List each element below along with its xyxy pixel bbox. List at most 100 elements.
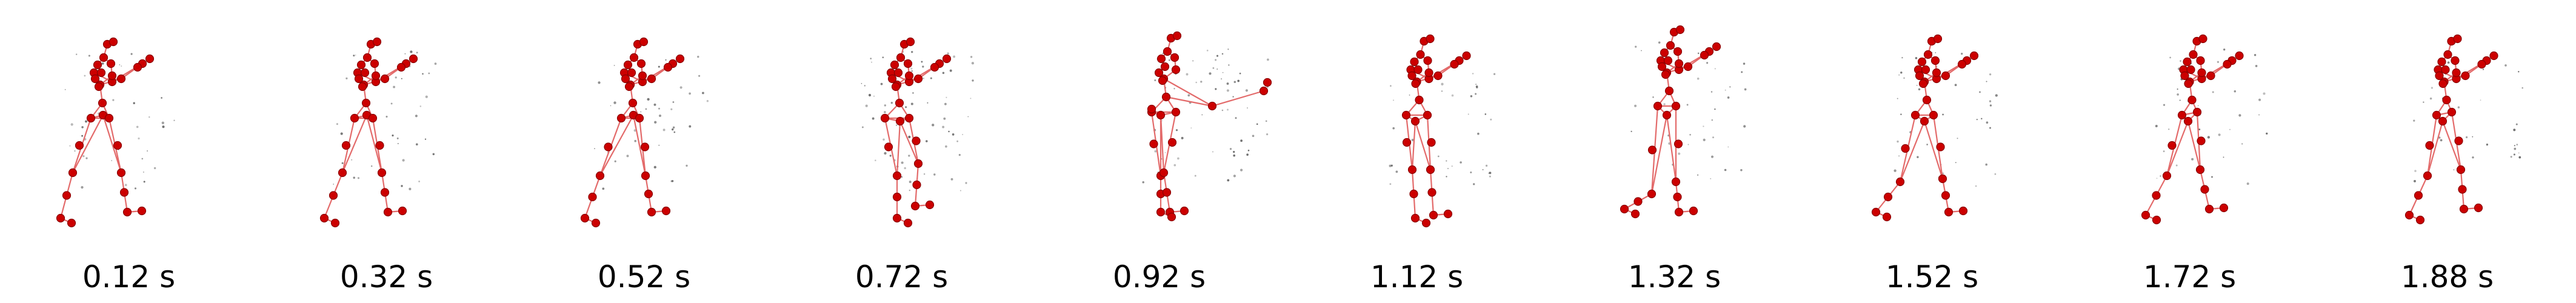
noise-dot (909, 181, 912, 184)
noise-dot (2447, 61, 2450, 64)
noise-dot (401, 185, 403, 187)
noise-dot (1240, 139, 1243, 142)
skeleton-joint (639, 37, 649, 47)
noise-dot (112, 99, 115, 101)
skeleton-joint (588, 192, 597, 202)
noise-dot (1227, 179, 1230, 182)
skeleton-joint (904, 113, 914, 123)
noise-dot (424, 138, 427, 140)
skeleton-joint (2192, 107, 2202, 117)
noise-dots (333, 50, 437, 190)
skeleton-joint (1413, 65, 1423, 75)
noise-dot (119, 64, 121, 65)
skeleton-joint (2204, 204, 2214, 214)
noise-dot (2423, 101, 2424, 103)
noise-dot (1235, 117, 1237, 119)
noise-dot (1246, 153, 1249, 156)
noise-dot (1247, 149, 1250, 152)
noise-dot (1190, 127, 1192, 129)
noise-dot (872, 117, 875, 120)
noise-dot (932, 124, 935, 127)
frame-time-label: 1.52 s (1885, 259, 1979, 295)
skeleton-joint (1653, 101, 1663, 111)
noise-dot (1247, 107, 1248, 108)
skeleton-joint (371, 71, 381, 81)
noise-dot (1903, 77, 1905, 79)
noise-dot (972, 79, 974, 82)
pose-frame: 1.12 s (1288, 0, 1546, 303)
noise-dot (911, 70, 913, 72)
noise-dot (1451, 165, 1453, 167)
noise-dot (1957, 138, 1958, 139)
skeleton-joint (1923, 50, 1933, 59)
skeleton-joint (896, 53, 906, 62)
noise-dot (640, 111, 642, 113)
skeleton-joint (68, 168, 78, 178)
skeleton-joint (1427, 188, 1436, 197)
noise-dot (1226, 89, 1229, 92)
noise-dot (1221, 53, 1224, 55)
noise-dot (1245, 89, 1248, 92)
skeleton-joint (75, 141, 84, 150)
skeleton-joint (1910, 110, 1920, 120)
noise-dot (1395, 170, 1398, 173)
skeleton-joint (1409, 189, 1418, 199)
noise-dot (2218, 133, 2221, 136)
noise-dot (2179, 99, 2181, 101)
noise-dot (1192, 60, 1194, 62)
noise-dot (1710, 178, 1712, 179)
frame-time-label: 1.12 s (1370, 259, 1464, 295)
skeleton-joint (2415, 215, 2425, 225)
noise-dot (1641, 50, 1642, 52)
skeleton-joint (1918, 79, 1928, 88)
skeleton-joint (638, 71, 647, 81)
noise-dot (1393, 99, 1394, 101)
noise-dot (88, 55, 90, 57)
skeleton-joint (2152, 191, 2161, 200)
noise-dot (395, 76, 397, 79)
noise-dot (397, 142, 399, 144)
noise-dot (1451, 94, 1454, 97)
skeleton-bone (1163, 78, 1213, 107)
noise-dot (1489, 171, 1492, 175)
skeleton-joint (2200, 185, 2209, 194)
noise-dot (82, 155, 85, 158)
noise-dot (883, 138, 885, 141)
skeleton-joint (383, 207, 393, 217)
skeleton-joint (1633, 197, 1643, 206)
skeleton-joint (1162, 188, 1172, 197)
noise-dot (392, 135, 394, 137)
noise-dot (1703, 138, 1706, 142)
noise-dot (598, 81, 601, 84)
noise-dot (884, 111, 886, 113)
noise-dot (1240, 168, 1243, 171)
noise-dot (1729, 86, 1731, 88)
noise-dot (654, 121, 657, 124)
noise-dot (634, 139, 637, 142)
skeleton-joint (1426, 165, 1435, 175)
skeleton-joint (616, 113, 626, 123)
noise-dot (2429, 97, 2432, 100)
noise-dot (1446, 160, 1447, 162)
skeleton-joint (2442, 95, 2451, 105)
skeleton-joint (1171, 107, 1181, 117)
noise-dot (943, 117, 946, 120)
noise-dot (111, 160, 113, 161)
noise-dot (1215, 59, 1217, 61)
skeleton-figure (1389, 34, 1496, 228)
skeleton-joint (595, 171, 605, 181)
skeleton-joint (1410, 57, 1419, 67)
noise-dot (402, 159, 405, 162)
skeleton-joint (2167, 141, 2177, 150)
noise-dot (2482, 68, 2484, 70)
skeleton-joint (1647, 189, 1657, 199)
noise-dot (1714, 108, 1716, 110)
skeleton-joint (1156, 54, 1166, 64)
noise-dot (1635, 45, 1637, 48)
skeleton-joint (107, 71, 117, 81)
noise-dot (1488, 173, 1489, 174)
skeleton-joint (895, 116, 905, 126)
noise-dot (909, 189, 911, 191)
noise-dot (2238, 114, 2241, 117)
frame-time-label: 0.52 s (597, 259, 691, 295)
